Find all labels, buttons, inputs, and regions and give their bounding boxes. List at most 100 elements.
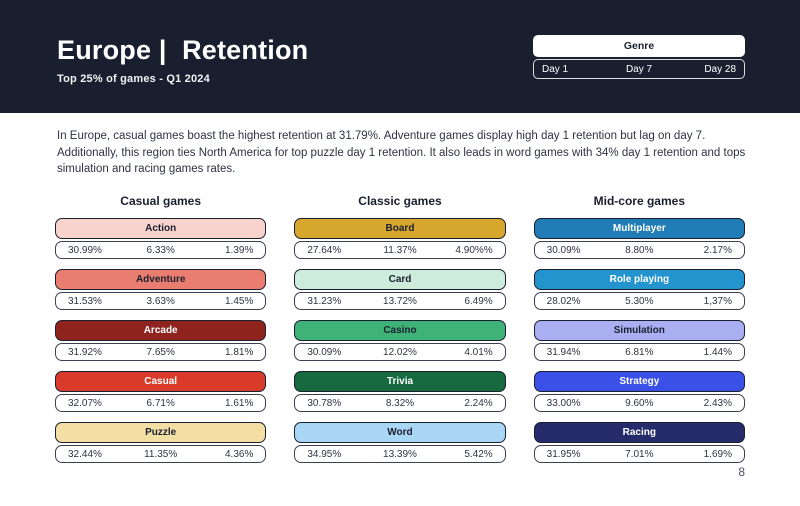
genre-values-row: 28.02% 5.30% 1,37%: [533, 292, 745, 311]
genre-pill: Adventure: [55, 269, 267, 291]
retention-value-day28: 1.69%: [703, 448, 732, 460]
page-subtitle: Top 25% of games - Q1 2024: [57, 73, 210, 86]
genre-block: Role playing 28.02% 5.30% 1,37%: [533, 269, 745, 311]
genre-pill: Racing: [533, 422, 745, 444]
genre-pill: Card: [294, 269, 506, 291]
retention-value-day1: 31.23%: [307, 295, 342, 307]
genre-column: Classic games Board 27.64% 11.37% 4.90%% Card…: [294, 194, 506, 473]
genre-block: Casino 30.09% 12.02% 4.01%: [294, 320, 506, 362]
retention-value-day1: 30.99%: [68, 244, 102, 256]
genre-pill: Trivia: [294, 371, 506, 393]
genre-block: Action 30.99% 6.33% 1.39%: [55, 218, 267, 260]
column-title: Mid-core games: [593, 194, 685, 209]
retention-value-day28: 1,37%: [703, 295, 732, 307]
genre-values-row: 30.78% 8.32% 2.24%: [294, 394, 506, 413]
genre-pill: Word: [294, 422, 506, 444]
retention-value-day28: 4.90%%: [455, 244, 493, 256]
genre-pill: Casual: [55, 371, 267, 393]
column-title: Classic games: [358, 194, 442, 209]
retention-value-day7: 6.71%: [146, 397, 175, 409]
genre-block: Puzzle 32.44% 11.35% 4.36%: [55, 422, 267, 464]
retention-value-day7: 13.72%: [383, 295, 417, 307]
legend-day28-label: Day 28: [704, 63, 737, 75]
retention-value-day28: 1.39%: [224, 244, 254, 256]
genre-values-row: 34.95% 13.39% 5.42%: [294, 445, 506, 464]
genre-block: Card 31.23% 13.72% 6.49%: [294, 269, 506, 311]
retention-value-day1: 32.07%: [68, 397, 102, 409]
genre-pill: Multiplayer: [533, 218, 745, 240]
retention-value-day28: 1.45%: [224, 295, 254, 307]
retention-value-day7: 6.33%: [146, 244, 175, 256]
genre-columns: Casual games Action 30.99% 6.33% 1.39% Advent…: [55, 194, 745, 473]
page-title: Europe | Retention: [57, 35, 309, 65]
retention-value-day1: 34.95%: [307, 448, 342, 460]
retention-value-day7: 13.39%: [383, 448, 417, 460]
retention-value-day1: 32.44%: [68, 448, 102, 460]
genre-pill: Casino: [294, 320, 506, 342]
header-titles: Europe | Retention Top 25% of games - Q1…: [57, 35, 745, 86]
retention-value-day28: 6.49%: [464, 295, 493, 307]
retention-value-day1: 31.92%: [68, 346, 102, 358]
legend-day1-label: Day 1: [542, 63, 569, 75]
legend-days-row: Day 1 Day 7 Day 28: [533, 59, 745, 79]
legend: Genre Day 1 Day 7 Day 28: [533, 35, 745, 79]
legend-day7-label: Day 7: [625, 63, 653, 75]
genre-values-row: 30.99% 6.33% 1.39%: [55, 241, 267, 260]
retention-value-day28: 1.81%: [224, 346, 254, 358]
genre-block: Arcade 31.92% 7.65% 1.81%: [55, 320, 267, 362]
retention-value-day1: 31.95%: [546, 448, 581, 460]
genre-values-row: 31.53% 3.63% 1.45%: [55, 292, 267, 311]
genre-values-row: 32.44% 11.35% 4.36%: [55, 445, 267, 464]
retention-value-day1: 28.02%: [546, 295, 581, 307]
retention-value-day28: 1.61%: [224, 397, 254, 409]
genre-block: Board 27.64% 11.37% 4.90%%: [294, 218, 506, 260]
retention-value-day7: 5.30%: [625, 295, 654, 307]
retention-value-day1: 31.94%: [546, 346, 581, 358]
retention-value-day7: 6.81%: [625, 346, 654, 358]
genre-values-row: 30.09% 12.02% 4.01%: [294, 343, 506, 362]
legend-genre-pill: Genre: [533, 35, 745, 57]
retention-value-day1: 30.09%: [546, 244, 581, 256]
genre-values-row: 30.09% 8.80% 2.17%: [533, 241, 745, 260]
genre-values-row: 31.95% 7.01% 1.69%: [533, 445, 745, 464]
summary-text: In Europe, casual games boast the highes…: [57, 130, 746, 176]
retention-value-day28: 1.44%: [703, 346, 732, 358]
retention-value-day28: 2.17%: [703, 244, 732, 256]
genre-column: Casual games Action 30.99% 6.33% 1.39% Advent…: [55, 194, 267, 473]
genre-block: Multiplayer 30.09% 8.80% 2.17%: [533, 218, 745, 260]
retention-value-day28: 5.42%: [464, 448, 493, 460]
retention-value-day28: 4.01%: [464, 346, 493, 358]
header: Europe | Retention Top 25% of games - Q1…: [0, 0, 800, 113]
genre-block: Word 34.95% 13.39% 5.42%: [294, 422, 506, 464]
genre-block: Strategy 33.00% 9.60% 2.43%: [533, 371, 745, 413]
retention-value-day7: 9.60%: [625, 397, 654, 409]
genre-block: Trivia 30.78% 8.32% 2.24%: [294, 371, 506, 413]
genre-values-row: 31.94% 6.81% 1.44%: [533, 343, 745, 362]
retention-value-day7: 11.35%: [144, 448, 178, 460]
retention-value-day28: 4.36%: [224, 448, 254, 460]
genre-values-row: 31.92% 7.65% 1.81%: [55, 343, 267, 362]
retention-value-day28: 2.24%: [464, 397, 493, 409]
slide-body: In Europe, casual games boast the highes…: [0, 128, 800, 473]
retention-value-day1: 31.53%: [68, 295, 102, 307]
retention-value-day7: 8.32%: [385, 397, 415, 409]
retention-value-day28: 2.43%: [703, 397, 732, 409]
retention-value-day7: 7.01%: [625, 448, 654, 460]
genre-block: Adventure 31.53% 3.63% 1.45%: [55, 269, 267, 311]
genre-block: Casual 32.07% 6.71% 1.61%: [55, 371, 267, 413]
retention-value-day7: 12.02%: [383, 346, 417, 358]
genre-values-row: 31.23% 13.72% 6.49%: [294, 292, 506, 311]
genre-pill: Simulation: [533, 320, 745, 342]
column-title: Casual games: [120, 194, 202, 209]
page-number: 8: [738, 465, 745, 479]
genre-block: Simulation 31.94% 6.81% 1.44%: [533, 320, 745, 362]
retention-value-day1: 30.78%: [307, 397, 342, 409]
retention-value-day1: 27.64%: [307, 244, 342, 256]
genre-pill: Board: [294, 218, 506, 240]
genre-block: Racing 31.95% 7.01% 1.69%: [533, 422, 745, 464]
genre-values-row: 33.00% 9.60% 2.43%: [533, 394, 745, 413]
genre-column: Mid-core games Multiplayer 30.09% 8.80% 2.17…: [533, 194, 745, 473]
genre-pill: Puzzle: [55, 422, 267, 444]
genre-pill: Arcade: [55, 320, 267, 342]
